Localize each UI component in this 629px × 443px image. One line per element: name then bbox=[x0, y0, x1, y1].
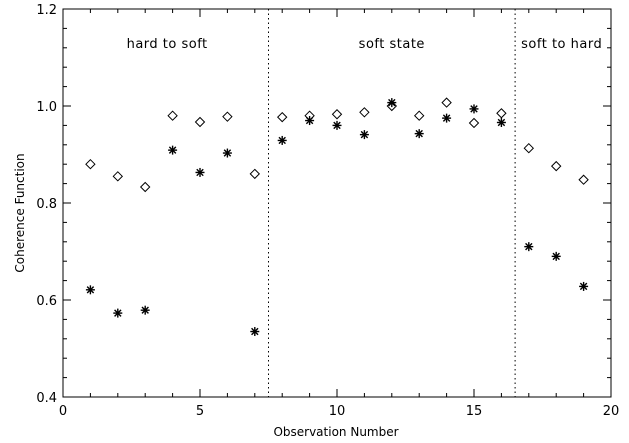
asterisk-point bbox=[524, 242, 534, 252]
diamond-point bbox=[167, 110, 178, 121]
diamond-point bbox=[496, 108, 507, 119]
diamond-point bbox=[194, 116, 206, 128]
diamond-point bbox=[112, 171, 124, 182]
asterisk-point bbox=[113, 308, 123, 318]
diamond-point bbox=[578, 174, 589, 185]
y-axis-title: Coherence Function bbox=[13, 153, 27, 272]
diamond-point bbox=[276, 111, 288, 123]
diamond-point bbox=[331, 109, 343, 120]
diamond-point bbox=[413, 110, 425, 121]
x-tick-label: 5 bbox=[196, 404, 204, 419]
x-tick-label: 0 bbox=[59, 404, 67, 419]
y-tick-label: 0.4 bbox=[36, 391, 57, 406]
diamond-point bbox=[550, 160, 562, 172]
asterisk-point bbox=[250, 327, 260, 337]
x-axis-title: Observation Number bbox=[273, 425, 398, 439]
region-labels: hard to soft soft state soft to hard bbox=[127, 37, 602, 52]
x-tick-label: 10 bbox=[329, 404, 346, 419]
region-label: hard to soft bbox=[127, 37, 208, 52]
region-label: soft to hard bbox=[521, 37, 602, 52]
x-tick-label: 15 bbox=[466, 404, 483, 419]
asterisk-point bbox=[195, 167, 205, 177]
asterisk-point bbox=[387, 98, 397, 108]
plot-border bbox=[62, 8, 612, 398]
asterisk-point bbox=[442, 113, 452, 123]
diamond-point bbox=[386, 100, 398, 112]
asterisk-point bbox=[168, 145, 178, 155]
diamond-point bbox=[249, 168, 261, 180]
diamond-series bbox=[85, 97, 589, 193]
y-tick-label: 0.8 bbox=[36, 197, 57, 212]
y-tick-label: 1.2 bbox=[36, 3, 57, 18]
asterisk-point bbox=[277, 135, 287, 145]
asterisk-point bbox=[332, 120, 342, 130]
diamond-point bbox=[441, 97, 452, 108]
asterisk-point bbox=[414, 129, 424, 139]
x-tick-label: 20 bbox=[603, 404, 620, 419]
diamond-point bbox=[85, 158, 96, 170]
asterisk-point bbox=[551, 251, 561, 261]
diamond-point bbox=[523, 142, 535, 154]
y-tick-label: 0.6 bbox=[36, 294, 57, 309]
diamond-point bbox=[139, 181, 151, 193]
asterisk-point bbox=[140, 305, 150, 315]
y-tick-label: 1.0 bbox=[36, 100, 57, 115]
asterisk-point bbox=[359, 130, 369, 140]
diamond-point bbox=[468, 117, 480, 129]
asterisk-point bbox=[222, 148, 232, 158]
region-label: soft state bbox=[359, 37, 425, 52]
diamond-point bbox=[222, 111, 233, 122]
asterisk-point bbox=[496, 117, 506, 127]
y-axis: 0.4 0.6 0.8 1.0 1.2 bbox=[36, 3, 611, 406]
x-axis: 0 5 10 15 20 bbox=[59, 9, 619, 419]
asterisk-point bbox=[85, 285, 95, 295]
asterisk-point bbox=[469, 104, 479, 114]
diamond-point bbox=[359, 107, 370, 118]
asterisk-point bbox=[579, 281, 589, 291]
asterisk-series bbox=[85, 98, 589, 337]
region-dividers bbox=[268, 9, 516, 397]
asterisk-point bbox=[305, 116, 315, 126]
plot-frame bbox=[62, 8, 612, 398]
